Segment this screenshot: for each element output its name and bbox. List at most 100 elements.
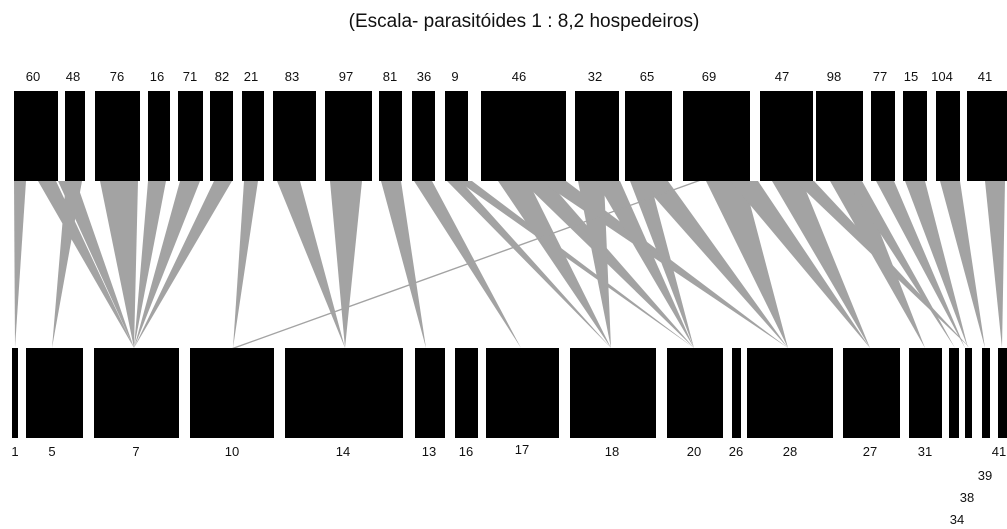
host-boxes (12, 348, 1007, 438)
parasitoid-box-98 (816, 91, 863, 181)
host-box-16 (455, 348, 478, 438)
parasitoid-label-47: 47 (775, 69, 789, 84)
link-9-to-18 (447, 181, 611, 348)
parasitoid-box-69 (683, 91, 750, 181)
parasitoid-label-77: 77 (873, 69, 887, 84)
link-97-to-14 (330, 181, 362, 348)
host-box-20 (667, 348, 723, 438)
host-label-13: 13 (422, 444, 436, 459)
link-41-to-41 (985, 181, 1005, 348)
parasitoid-box-15 (903, 91, 927, 181)
link-77-to-38 (876, 181, 965, 348)
host-label-1: 1 (11, 444, 18, 459)
parasitoid-label-16: 16 (150, 69, 164, 84)
host-label-18: 18 (605, 444, 619, 459)
host-box-10 (190, 348, 274, 438)
parasitoid-label-15: 15 (904, 69, 918, 84)
parasitoid-box-60 (14, 91, 58, 181)
host-box-7 (94, 348, 179, 438)
parasitoid-label-98: 98 (827, 69, 841, 84)
parasitoid-box-21 (242, 91, 264, 181)
host-label-34: 34 (950, 512, 964, 527)
link-76-to-7 (100, 181, 138, 348)
parasitoid-box-82 (210, 91, 233, 181)
diagram-title: (Escala- parasitóides 1 : 8,2 hospedeiro… (349, 11, 700, 32)
host-box-41 (998, 348, 1007, 438)
parasitoid-box-104 (936, 91, 960, 181)
link-60-to-7 (38, 181, 134, 348)
host-label-7: 7 (132, 444, 139, 459)
host-label-28: 28 (783, 444, 797, 459)
parasitoid-box-47 (760, 91, 813, 181)
parasitoid-label-36: 36 (417, 69, 431, 84)
parasitoid-box-83 (273, 91, 316, 181)
host-label-41: 41 (992, 444, 1006, 459)
parasitoid-label-21: 21 (244, 69, 258, 84)
parasitoid-box-36 (412, 91, 435, 181)
link-16-to-7 (134, 181, 166, 348)
host-label-16: 16 (459, 444, 473, 459)
link-9-to-20 (458, 181, 694, 348)
host-label-27: 27 (863, 444, 877, 459)
host-label-17: 17 (515, 442, 529, 457)
host-box-1 (12, 348, 18, 438)
link-69-to-27 (730, 181, 870, 348)
parasitoid-box-16 (148, 91, 170, 181)
parasitoid-label-82: 82 (215, 69, 229, 84)
parasitoid-label-104: 104 (931, 69, 953, 84)
host-box-17 (486, 348, 559, 438)
parasitoid-box-48 (65, 91, 85, 181)
parasitoid-label-83: 83 (285, 69, 299, 84)
host-box-39 (982, 348, 990, 438)
host-label-39: 39 (978, 468, 992, 483)
link-32-to-20 (596, 181, 694, 348)
parasitoid-label-60: 60 (26, 69, 40, 84)
link-15-to-38 (905, 181, 968, 348)
link-71-to-7 (134, 181, 200, 348)
link-21-to-10 (233, 181, 258, 348)
link-47-to-27 (772, 181, 870, 348)
link-98-to-34 (846, 181, 955, 348)
link-32-to-18 (578, 181, 611, 348)
parasitoid-box-41 (967, 91, 1007, 181)
host-box-18 (570, 348, 656, 438)
parasitoid-label-32: 32 (588, 69, 602, 84)
host-label-31: 31 (918, 444, 932, 459)
link-thin-diagonal (232, 181, 700, 348)
host-label-26: 26 (729, 444, 743, 459)
link-82-to-7 (134, 181, 232, 348)
host-box-26 (732, 348, 741, 438)
parasitoid-label-69: 69 (702, 69, 716, 84)
link-65-to-28 (640, 181, 788, 348)
host-label-38: 38 (960, 490, 974, 505)
link-48-to-7 (58, 181, 134, 348)
link-104-to-39 (940, 181, 985, 348)
parasitoid-labels: 60 48 76 16 71 82 21 83 97 81 36 9 46 32 65 69 47 98 77 15 1… (26, 69, 992, 84)
parasitoid-box-76 (95, 91, 140, 181)
host-box-13 (415, 348, 445, 438)
parasitoid-label-46: 46 (512, 69, 526, 84)
parasitoid-label-9: 9 (451, 69, 458, 84)
host-box-28 (747, 348, 833, 438)
parasitoid-box-81 (379, 91, 402, 181)
link-60-to-1 (14, 181, 26, 348)
link-98-to-31 (830, 181, 925, 348)
link-46-to-20 (522, 181, 694, 348)
parasitoid-box-71 (178, 91, 203, 181)
parasitoid-box-65 (625, 91, 672, 181)
parasitoid-box-32 (575, 91, 619, 181)
host-label-5: 5 (48, 444, 55, 459)
parasitoid-label-41: 41 (978, 69, 992, 84)
host-box-38 (965, 348, 972, 438)
link-46-to-18 (498, 181, 611, 348)
host-box-14 (285, 348, 403, 438)
parasitoid-label-97: 97 (339, 69, 353, 84)
host-box-34 (949, 348, 959, 438)
interaction-links (14, 181, 1005, 348)
host-label-14: 14 (336, 444, 350, 459)
parasitoid-box-46 (481, 91, 566, 181)
link-69-to-28 (706, 181, 788, 348)
link-81-to-13 (381, 181, 426, 348)
parasitoid-label-81: 81 (383, 69, 397, 84)
